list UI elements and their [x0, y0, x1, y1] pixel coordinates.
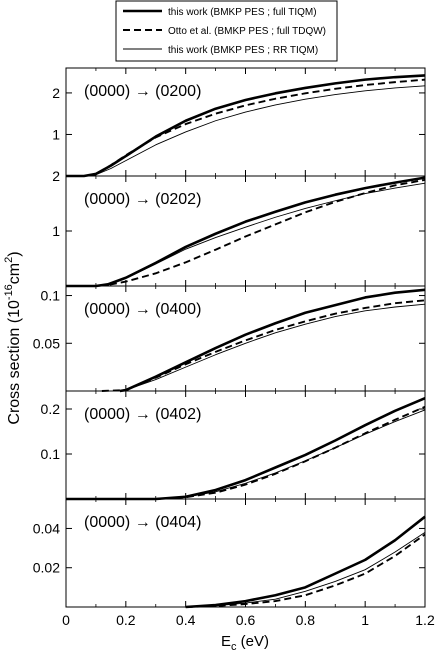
panel-4: 0.1 0.2 (0000) → (0402) — [41, 390, 426, 501]
series-line-thick — [185, 515, 426, 609]
legend-label: this work (BMKP PES ; RR TIQM) — [168, 45, 318, 56]
y-axis-label-close: ) — [6, 251, 23, 256]
series-line-thin — [66, 182, 426, 287]
panel-title: (0000) → (0404) — [84, 514, 201, 531]
series-line-dashed — [66, 405, 426, 500]
panel-title: (0000) → (0200) — [84, 83, 201, 100]
series-line-thin — [66, 409, 426, 500]
x-tick-label: 0.4 — [176, 612, 196, 628]
y-axis-label-main: Cross section (10 — [6, 300, 23, 425]
y-tick-label: 0.04 — [33, 520, 60, 536]
panel-title: (0000) → (0402) — [84, 406, 201, 423]
x-tick-label: 1 — [361, 612, 369, 628]
x-axis-label-sub: c — [231, 641, 237, 653]
y-tick-label: 2 — [52, 168, 60, 184]
x-tick-label: 0.8 — [296, 612, 316, 628]
x-tick-label: 1.2 — [415, 612, 435, 628]
y-tick-label: 0.1 — [41, 288, 61, 304]
panel-5: 0.02 0.04 (0000) → (0404) — [33, 498, 426, 609]
y-tick-label: 0.05 — [33, 335, 60, 351]
legend-label: Otto et al. (BMKP PES ; full TDQW) — [168, 26, 326, 37]
x-tick-label: 0.6 — [236, 612, 256, 628]
panel-title: (0000) → (0202) — [84, 191, 201, 208]
y-axis-label: Cross section (10-16cm2) — [3, 251, 23, 424]
x-tick-label: 0 — [62, 612, 70, 628]
series-line-thin — [66, 85, 426, 177]
y-tick-label: 0.02 — [33, 560, 60, 576]
x-axis-label-main: E — [221, 633, 231, 650]
y-tick-label: 0.2 — [41, 401, 61, 417]
panels: 12 (0000) → (0200)12(0000) → (0202)0.050.… — [33, 67, 426, 609]
y-tick-label: 1 — [52, 223, 60, 239]
series-line-dashed — [66, 78, 426, 177]
y-axis-label-exp: -16 — [3, 284, 15, 300]
series-line-thick — [119, 288, 426, 393]
x-axis-label: Ec (eV) — [221, 633, 269, 653]
series-line-thin — [185, 532, 426, 608]
series-line-dashed — [185, 533, 426, 608]
panel-title: (0000) → (0400) — [84, 301, 201, 318]
x-axis-label-unit: (eV) — [237, 633, 270, 650]
axis-labels: 0 0.2 0.4 0.6 0.8 1 1.2 Ec (eV) Cross section (1… — [3, 251, 435, 653]
legend-label: this work (BMKP PES ; full TIQM) — [168, 7, 317, 18]
series-line-dashed — [101, 299, 426, 392]
panel-2: 1 2 (0000) → (0202) — [52, 168, 426, 288]
legend: this work (BMKP PES ; full TIQM) Otto et … — [115, 0, 338, 62]
panel-3: 0.05 0.1 (0000) → (0400) — [33, 285, 426, 393]
y-axis-label-unit: cm — [6, 263, 23, 284]
x-tick-label: 0.2 — [116, 612, 136, 628]
y-axis-label-unit-exp: 2 — [3, 257, 15, 263]
y-tick-label: 0.1 — [41, 446, 61, 462]
y-tick-label: 1 — [52, 126, 60, 142]
y-tick-label: 2 — [52, 85, 60, 101]
panel-1: 1 2 (0000) → (0200) — [52, 67, 426, 178]
series-line-thin — [119, 303, 426, 392]
